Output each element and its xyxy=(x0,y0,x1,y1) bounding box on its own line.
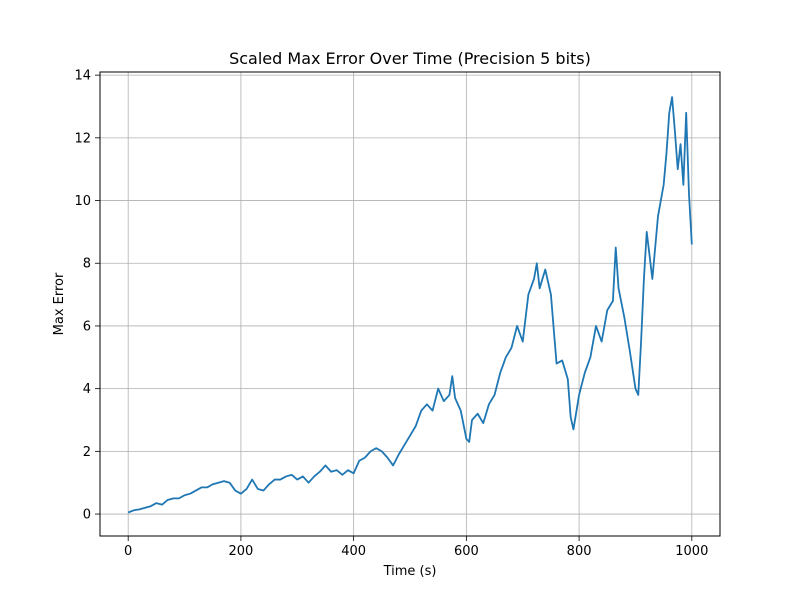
x-tick-label: 200 xyxy=(228,544,253,559)
x-axis-label: Time (s) xyxy=(383,564,437,579)
y-tick-label: 2 xyxy=(83,445,91,460)
x-tick-label: 1000 xyxy=(675,544,708,559)
x-tick-label: 0 xyxy=(124,544,132,559)
y-tick-label: 12 xyxy=(74,131,91,146)
y-axis-label: Max Error xyxy=(52,272,67,335)
plot-frame xyxy=(99,71,721,537)
plot-line-group xyxy=(127,96,693,514)
y-tick-label: 14 xyxy=(74,69,91,84)
y-tick-label: 10 xyxy=(74,194,91,209)
y-tick-label: 0 xyxy=(83,508,91,523)
y-tick-label: 8 xyxy=(83,257,91,272)
y-axis-ticks: 0 2 4 6 8 10 12 14 xyxy=(74,69,100,523)
x-tick-label: 400 xyxy=(341,544,366,559)
x-tick-label: 600 xyxy=(454,544,479,559)
chart-title: Scaled Max Error Over Time (Precision 5 … xyxy=(229,49,591,68)
y-tick-label: 4 xyxy=(83,382,91,397)
grid xyxy=(100,72,720,536)
x-axis-ticks: 0 200 400 600 800 1000 xyxy=(124,536,708,559)
x-tick-label: 800 xyxy=(567,544,592,559)
series-line xyxy=(127,96,693,514)
y-tick-label: 6 xyxy=(83,319,91,334)
